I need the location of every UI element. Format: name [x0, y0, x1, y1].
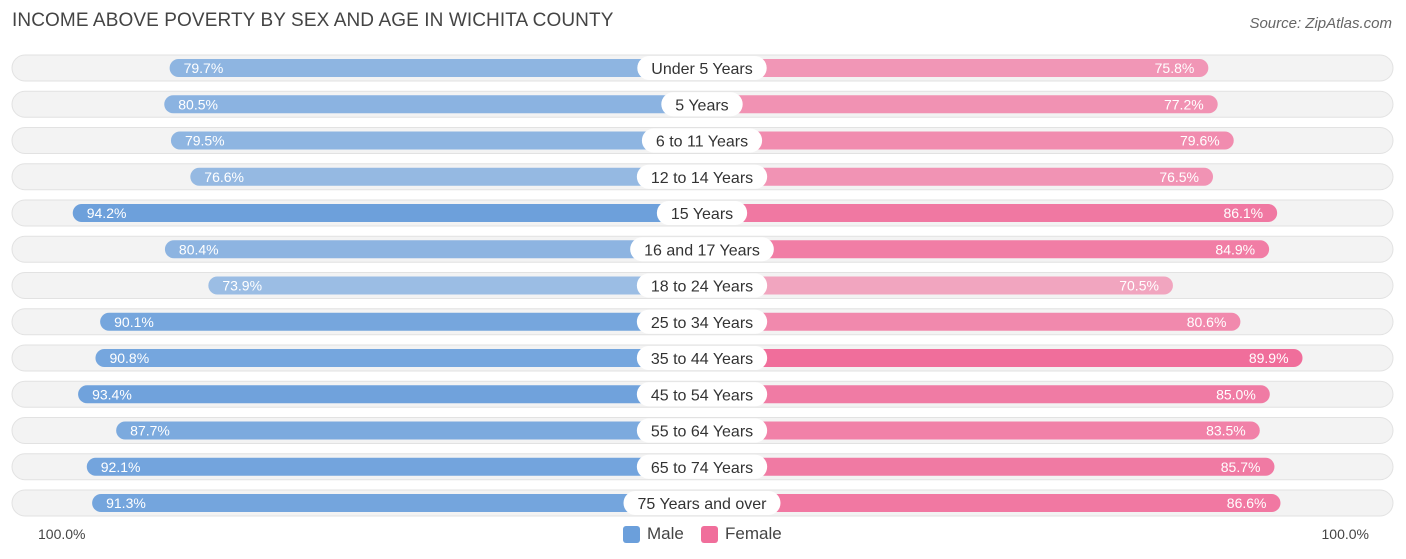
bar-female — [702, 131, 1234, 150]
legend-swatch-female — [701, 525, 718, 543]
axis-label-left: 100.0% — [38, 526, 86, 542]
value-label-male: 80.4% — [179, 241, 219, 257]
value-label-female: 84.9% — [1215, 241, 1255, 257]
category-label: Under 5 Years — [651, 61, 752, 78]
value-label-male: 94.2% — [87, 205, 127, 221]
category-pill — [637, 56, 767, 80]
bar-male — [170, 131, 702, 150]
category-label: 55 to 64 Years — [651, 424, 753, 441]
category-pill — [636, 273, 768, 298]
legend-item-female[interactable]: Female — [701, 524, 782, 544]
legend-item-male[interactable]: Male — [623, 524, 684, 544]
value-label-male: 76.6% — [204, 169, 244, 185]
bar-female — [702, 349, 1303, 367]
category-pill — [630, 237, 774, 262]
category-pill — [623, 491, 781, 515]
category-label: 18 to 24 Years — [651, 279, 753, 296]
bar-male — [169, 59, 702, 77]
bar-female — [702, 494, 1281, 512]
value-label-male: 92.1% — [101, 459, 141, 475]
category-pill — [636, 382, 768, 407]
legend-swatch-male — [623, 525, 640, 543]
category-label: 35 to 44 Years — [651, 351, 753, 368]
value-label-male: 90.8% — [109, 350, 149, 366]
legend-label-female: Female — [725, 524, 782, 543]
bar-female — [702, 421, 1260, 440]
category-pill — [656, 201, 748, 225]
chart-area: 79.7% 75.8% Under 5 Years 80.5% 77.2% 5 Years… — [11, 54, 1394, 517]
value-label-male: 90.1% — [114, 314, 154, 330]
category-label: 45 to 54 Years — [651, 387, 753, 404]
legend: Male Female — [0, 524, 1406, 546]
value-label-male: 87.7% — [130, 423, 170, 439]
bar-female — [702, 204, 1278, 222]
category-pill — [636, 454, 768, 479]
category-pill — [641, 128, 763, 153]
bar-male — [78, 385, 702, 404]
source-note: Source: ZipAtlas.com — [1249, 15, 1392, 32]
value-label-male: 91.3% — [106, 495, 146, 511]
category-pill — [636, 164, 768, 189]
value-label-female: 89.9% — [1249, 350, 1289, 366]
legend-label-male: Male — [647, 524, 684, 543]
bar-female — [702, 240, 1270, 259]
category-label: 65 to 74 Years — [651, 460, 753, 477]
value-label-female: 86.6% — [1227, 495, 1267, 511]
bar-male — [86, 457, 703, 476]
bar-female — [702, 167, 1214, 186]
chart-title: INCOME ABOVE POVERTY BY SEX AND AGE IN W… — [12, 10, 614, 31]
category-label: 12 to 14 Years — [651, 170, 753, 187]
value-label-male: 79.5% — [185, 133, 225, 149]
bar-male — [164, 95, 702, 114]
category-pill — [636, 418, 768, 443]
category-label: 16 and 17 Years — [644, 242, 760, 259]
bar-female — [702, 276, 1173, 295]
value-label-male: 93.4% — [92, 386, 132, 402]
category-label: 75 Years and over — [638, 496, 768, 513]
category-pill — [636, 346, 768, 370]
bar-male — [100, 312, 702, 331]
bar-female — [702, 95, 1218, 114]
bar-female — [702, 312, 1241, 331]
bar-female — [702, 457, 1275, 476]
value-label-female: 76.5% — [1159, 169, 1199, 185]
category-label: 25 to 34 Years — [651, 315, 753, 332]
value-label-male: 79.7% — [184, 60, 224, 76]
value-label-female: 79.6% — [1180, 133, 1220, 149]
bar-male — [208, 276, 702, 295]
category-label: 15 Years — [671, 206, 733, 223]
value-label-male: 73.9% — [222, 278, 262, 294]
axis-label-right: 100.0% — [1321, 526, 1369, 542]
bar-female — [702, 59, 1209, 77]
value-label-female: 83.5% — [1206, 423, 1246, 439]
value-label-female: 70.5% — [1119, 278, 1159, 294]
category-label: 6 to 11 Years — [656, 134, 748, 151]
bar-female — [702, 385, 1270, 404]
category-label: 5 Years — [675, 97, 728, 114]
value-label-female: 80.6% — [1187, 314, 1227, 330]
category-pill — [661, 92, 743, 117]
bar-male — [95, 349, 703, 367]
value-label-female: 86.1% — [1223, 205, 1263, 221]
value-label-female: 85.0% — [1216, 386, 1256, 402]
value-label-male: 80.5% — [178, 96, 218, 112]
bar-male — [164, 240, 703, 259]
bar-male — [116, 421, 702, 440]
bar-male — [92, 494, 703, 512]
category-pill — [636, 309, 768, 334]
value-label-female: 75.8% — [1155, 60, 1195, 76]
value-label-female: 85.7% — [1221, 459, 1261, 475]
bar-male — [190, 167, 702, 186]
value-label-female: 77.2% — [1164, 96, 1204, 112]
bar-male — [72, 204, 702, 222]
